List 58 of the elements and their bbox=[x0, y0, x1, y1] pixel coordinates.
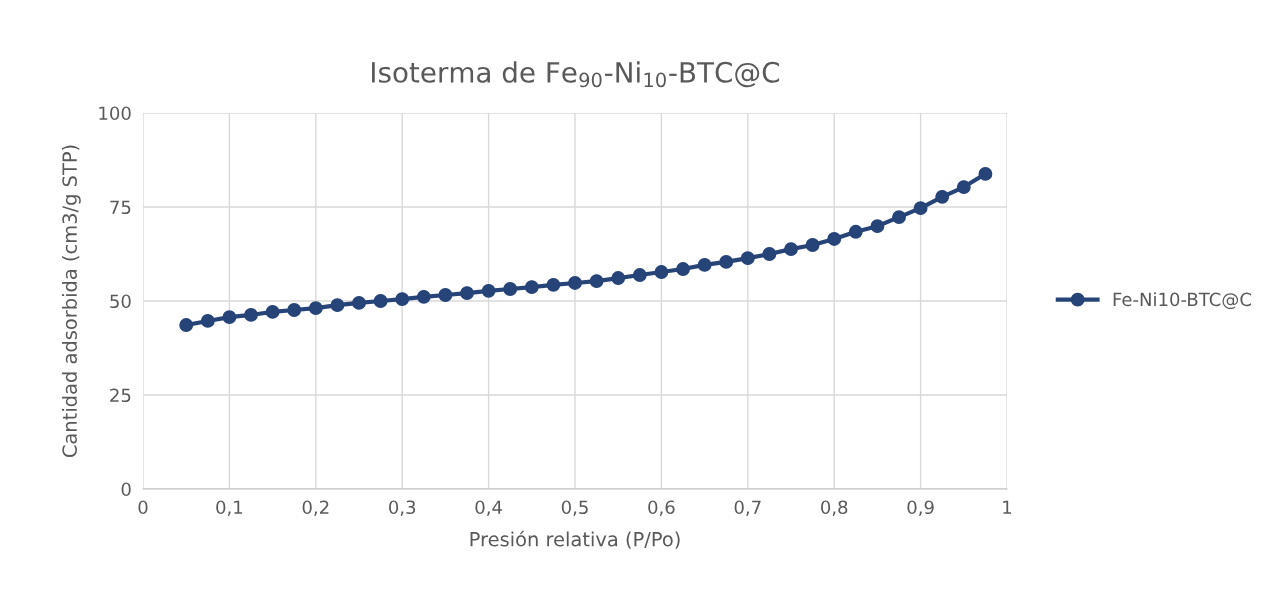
point bbox=[373, 294, 388, 308]
point bbox=[416, 289, 431, 304]
point bbox=[395, 292, 410, 307]
x-tick-label: 1 bbox=[1003, 500, 1012, 514]
point bbox=[524, 280, 539, 295]
x-tick-label: 0 bbox=[138, 500, 148, 515]
point bbox=[438, 288, 453, 302]
point bbox=[913, 201, 928, 216]
point bbox=[352, 295, 366, 310]
x-tick-label: 0,7 bbox=[734, 500, 761, 516]
point bbox=[330, 298, 345, 313]
x-tick-label: 0,6 bbox=[648, 500, 675, 516]
x-tick-label: 0,4 bbox=[475, 500, 502, 516]
point bbox=[762, 247, 777, 261]
y-tick-label: 25 bbox=[110, 388, 131, 403]
x-tick-label: 0,3 bbox=[389, 500, 416, 516]
x-axis-title: Presión relativa (P/Po) bbox=[470, 530, 680, 549]
y-tick-label: 100 bbox=[99, 106, 131, 121]
point bbox=[287, 303, 302, 317]
y-tick-label: 75 bbox=[110, 200, 131, 215]
point bbox=[892, 210, 906, 225]
point bbox=[481, 283, 496, 298]
point bbox=[805, 238, 820, 252]
point bbox=[546, 277, 561, 292]
y-tick-label: 50 bbox=[110, 294, 131, 309]
point bbox=[654, 265, 669, 279]
x-tick-label: 0,8 bbox=[821, 500, 848, 516]
x-tick-label: 0,9 bbox=[907, 500, 934, 516]
point bbox=[503, 282, 518, 296]
point bbox=[697, 257, 712, 272]
point bbox=[611, 271, 626, 286]
point bbox=[956, 180, 971, 195]
x-tick-label: 0,2 bbox=[302, 500, 329, 516]
point bbox=[784, 242, 798, 257]
legend-label: Fe-Ni10-BTC@C bbox=[1113, 292, 1251, 310]
point bbox=[827, 232, 842, 246]
point bbox=[460, 286, 474, 301]
point bbox=[222, 310, 237, 325]
point bbox=[179, 318, 194, 333]
point bbox=[200, 313, 215, 328]
x-tick-label: 0,1 bbox=[216, 500, 243, 516]
point bbox=[265, 304, 280, 319]
point bbox=[308, 301, 323, 316]
point bbox=[719, 254, 734, 269]
point bbox=[870, 219, 885, 234]
point bbox=[244, 307, 258, 322]
point bbox=[676, 262, 690, 276]
point bbox=[632, 268, 647, 283]
point bbox=[589, 274, 604, 289]
point bbox=[935, 189, 950, 204]
y-tick-label: 0 bbox=[121, 482, 131, 497]
point bbox=[848, 224, 863, 239]
chart-title: Isoterma de Fe$_{90}$-Ni$_{10}$-BTC@C bbox=[372, 61, 780, 88]
point bbox=[978, 166, 993, 181]
point bbox=[568, 276, 582, 290]
x-tick-label: 0,5 bbox=[561, 500, 588, 516]
point bbox=[740, 251, 755, 266]
y-axis-title: Cantidad adsorbida (cm3/g STP) bbox=[61, 145, 81, 458]
